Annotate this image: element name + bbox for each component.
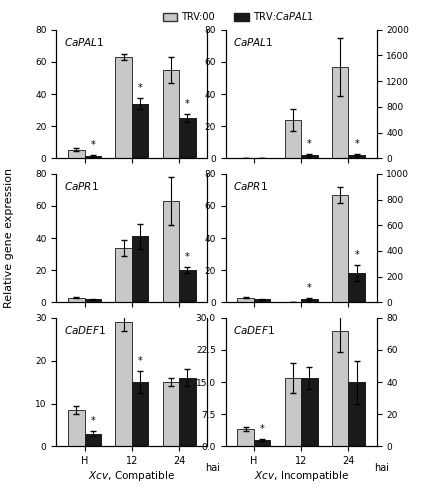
Text: hai: hai (205, 463, 220, 473)
Bar (115, 322, 132, 446)
Bar (179, 378, 196, 446)
Text: $\it{CaPR1}$: $\it{CaPR1}$ (64, 180, 99, 192)
Text: $\it{CaPAL1}$: $\it{CaPAL1}$ (64, 36, 104, 48)
Bar (68, 410, 84, 446)
Text: Relative gene expression: Relative gene expression (4, 168, 14, 308)
Bar (237, 298, 254, 303)
Bar (84, 434, 101, 446)
Text: *: * (307, 283, 312, 293)
Text: $\it{CaPAL1}$: $\it{CaPAL1}$ (233, 36, 274, 48)
Text: *: * (354, 250, 359, 260)
Text: $\it{CaDEF1}$: $\it{CaDEF1}$ (64, 324, 106, 336)
X-axis label: $Xcv$, Compatible: $Xcv$, Compatible (88, 469, 175, 483)
Bar (179, 118, 196, 158)
Text: hai: hai (375, 463, 389, 473)
Bar (132, 237, 149, 303)
Text: *: * (185, 252, 190, 262)
Bar (254, 299, 271, 303)
Text: *: * (307, 139, 312, 149)
Bar (132, 382, 149, 446)
X-axis label: $Xcv$, Incompatible: $Xcv$, Incompatible (254, 469, 349, 483)
Text: *: * (185, 99, 190, 109)
Bar (349, 273, 365, 303)
Bar (162, 201, 179, 303)
Bar (115, 57, 132, 158)
Bar (349, 382, 365, 446)
Bar (332, 67, 349, 158)
Bar (301, 378, 318, 446)
Bar (254, 440, 271, 446)
Bar (179, 270, 196, 303)
Bar (84, 299, 101, 303)
Legend: TRV:00, TRV:$CaPAL1$: TRV:00, TRV:$CaPAL1$ (160, 7, 317, 25)
Text: $\it{CaPR1}$: $\it{CaPR1}$ (233, 180, 268, 192)
Text: $\it{CaDEF1}$: $\it{CaDEF1}$ (233, 324, 275, 336)
Bar (284, 378, 301, 446)
Text: *: * (90, 140, 95, 150)
Bar (132, 104, 149, 158)
Bar (301, 155, 318, 158)
Text: *: * (138, 356, 142, 366)
Bar (115, 248, 132, 303)
Text: *: * (354, 139, 359, 149)
Bar (349, 155, 365, 158)
Bar (237, 429, 254, 446)
Bar (162, 382, 179, 446)
Bar (284, 120, 301, 158)
Bar (68, 149, 84, 158)
Bar (68, 298, 84, 303)
Bar (301, 299, 318, 303)
Text: *: * (90, 416, 95, 426)
Bar (84, 156, 101, 158)
Bar (332, 195, 349, 303)
Bar (332, 331, 349, 446)
Text: *: * (260, 424, 265, 434)
Text: *: * (138, 83, 142, 93)
Bar (162, 70, 179, 158)
